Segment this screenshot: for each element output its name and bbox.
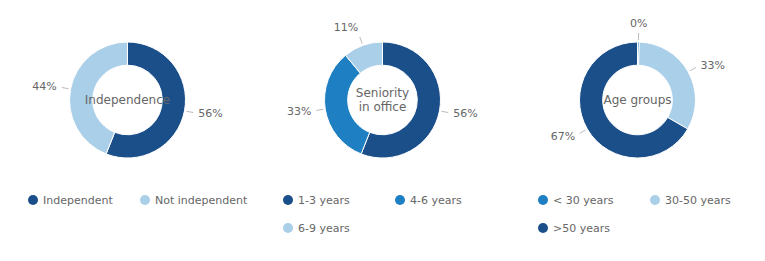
donut-slice xyxy=(346,42,383,73)
leader-line xyxy=(360,37,362,44)
leader-line xyxy=(579,130,585,134)
leader-line xyxy=(441,111,448,112)
legend: 1-3 years 4-6 years 6-9 years xyxy=(283,194,462,235)
leader-line xyxy=(62,87,69,88)
donut-slice xyxy=(580,42,688,158)
data-label: 56% xyxy=(198,107,222,120)
leader-line xyxy=(186,111,193,112)
legend-label: 30-50 years xyxy=(665,194,731,207)
title-line: in office xyxy=(359,100,407,114)
leader-line xyxy=(316,109,323,110)
data-label: 11% xyxy=(334,21,358,34)
data-label: 44% xyxy=(32,80,56,93)
legend-label: Independent xyxy=(43,194,113,207)
leader-line xyxy=(638,33,639,40)
donut-chart: 56% 33% 11% Seniorityin office xyxy=(287,21,478,158)
title-line: Independence xyxy=(85,93,170,107)
legend-swatch xyxy=(28,195,38,205)
leader-line xyxy=(690,67,696,70)
donut-chart: 0% 33% 67% Age groups xyxy=(551,17,725,158)
data-label: 33% xyxy=(700,59,724,72)
donut-slice xyxy=(639,42,696,129)
chart-title: Seniorityin office xyxy=(356,86,409,114)
legend-swatch xyxy=(538,195,548,205)
title-line: Seniority xyxy=(356,86,409,100)
legend-label: Not independent xyxy=(155,194,248,207)
title-line: Age groups xyxy=(603,93,671,107)
chart-title: Independence xyxy=(85,93,170,107)
data-label: 67% xyxy=(551,130,575,143)
chart-canvas: 56% 44% Independence Independent Not indepen… xyxy=(0,0,765,261)
legend-swatch xyxy=(538,223,548,233)
legend-label: 6-9 years xyxy=(298,222,350,235)
legend-label: < 30 years xyxy=(553,194,614,207)
donut-chart: 56% 44% Independence xyxy=(32,42,222,158)
legend-swatch xyxy=(395,195,405,205)
legend-swatch xyxy=(650,195,660,205)
data-label: 56% xyxy=(453,107,477,120)
legend-swatch xyxy=(283,195,293,205)
chart-title: Age groups xyxy=(603,93,671,107)
data-label: 33% xyxy=(287,105,311,118)
legend-label: 4-6 years xyxy=(410,194,462,207)
legend: < 30 years 30-50 years >50 years xyxy=(538,194,731,235)
data-label: 0% xyxy=(630,17,647,30)
legend-swatch xyxy=(283,223,293,233)
legend-swatch xyxy=(140,195,150,205)
legend-label: 1-3 years xyxy=(298,194,350,207)
legend: Independent Not independent xyxy=(28,194,248,207)
legend-label: >50 years xyxy=(553,222,610,235)
